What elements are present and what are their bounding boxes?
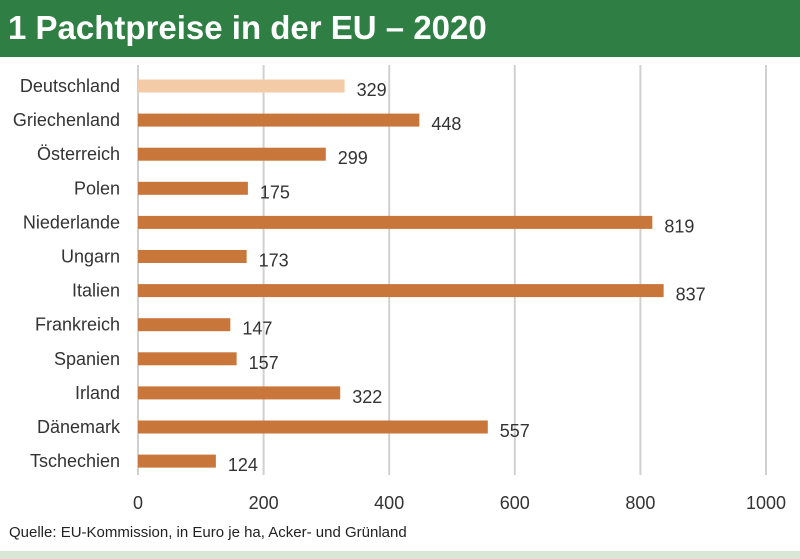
x-tick-label: 800: [625, 493, 655, 513]
data-label: 329: [357, 80, 387, 100]
data-label: 837: [676, 285, 706, 305]
bar: [138, 79, 345, 93]
x-tick-label: 200: [249, 493, 279, 513]
x-tick-label: 1000: [746, 493, 786, 513]
data-label: 175: [260, 182, 290, 202]
chart-title: 1 Pachtpreise in der EU – 2020: [8, 9, 487, 46]
data-label: 299: [338, 148, 368, 168]
data-label: 173: [259, 251, 289, 271]
bar: [138, 181, 248, 195]
data-label: 322: [352, 387, 382, 407]
bar: [138, 250, 247, 263]
bar: [138, 420, 488, 434]
data-label: 147: [242, 319, 272, 339]
bar: [138, 352, 237, 366]
bar: [138, 318, 231, 332]
bar: [138, 386, 341, 400]
bar: [138, 147, 326, 161]
x-tick-label: 0: [133, 493, 143, 513]
bar: [138, 454, 216, 468]
category-label: Polen: [74, 178, 120, 198]
data-label: 557: [500, 421, 530, 441]
data-label: 819: [664, 216, 694, 236]
bar: [138, 284, 664, 298]
bar: [138, 215, 653, 229]
x-tick-label: 600: [500, 493, 530, 513]
data-label: 124: [228, 455, 258, 475]
category-label: Österreich: [37, 144, 120, 164]
bar-chart: Deutschland 329 Griechenland 448 Österreich 2…: [13, 65, 786, 513]
source-note: Quelle: EU-Kommission, in Euro je ha, Ac…: [9, 524, 407, 541]
category-label: Deutschland: [20, 76, 120, 96]
category-label: Irland: [75, 383, 120, 403]
category-label: Ungarn: [61, 247, 120, 267]
x-tick-label: 400: [374, 493, 404, 513]
category-label: Dänemark: [37, 417, 121, 437]
category-label: Italien: [72, 281, 120, 301]
category-label: Niederlande: [23, 212, 120, 232]
category-label: Spanien: [54, 349, 120, 369]
bar: [138, 113, 420, 127]
category-label: Griechenland: [13, 110, 120, 130]
title-banner: 1 Pachtpreise in der EU – 2020: [0, 0, 800, 57]
category-label: Tschechien: [30, 451, 120, 471]
data-label: 448: [431, 114, 461, 134]
footer-band: [0, 551, 800, 559]
category-label: Frankreich: [35, 315, 120, 335]
data-label: 157: [249, 353, 279, 373]
